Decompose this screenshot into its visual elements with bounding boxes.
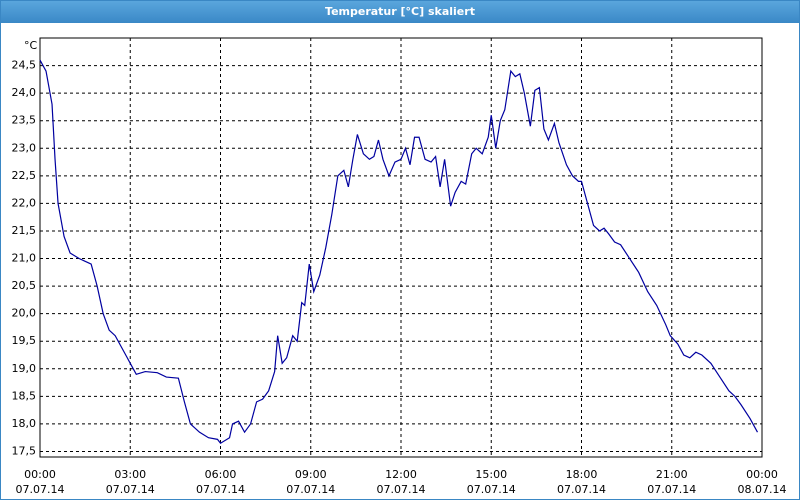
x-tick-date: 07.07.14 [286,483,335,496]
x-tick-label: 21:00 [656,468,688,481]
x-tick-date: 08.07.14 [738,483,787,496]
x-tick-date: 07.07.14 [467,483,516,496]
y-tick-label: 22,0 [12,196,37,209]
y-tick-label: 24,0 [12,86,37,99]
x-tick-label: 09:00 [295,468,327,481]
y-tick-label: 21,0 [12,252,37,265]
temperature-line [39,59,759,445]
y-tick-label: 22,5 [12,169,37,182]
y-tick-label: 20,0 [12,307,37,320]
x-tick-date: 07.07.14 [647,483,696,496]
title-bar: Temperatur [°C] skaliert [1,1,799,23]
x-tick-label: 18:00 [566,468,598,481]
y-tick-label: 18,0 [12,417,37,430]
y-tick-label: 19,0 [12,362,37,375]
x-tick-label: 06:00 [205,468,237,481]
x-tick-date: 07.07.14 [196,483,245,496]
x-tick-label: 03:00 [114,468,146,481]
y-tick-label: 18,5 [12,389,37,402]
y-tick-label: 24,5 [12,59,37,72]
x-tick-date: 07.07.14 [557,483,606,496]
y-tick-label: 23,5 [12,114,37,127]
x-tick-date: 07.07.14 [377,483,426,496]
x-tick-date: 07.07.14 [106,483,155,496]
y-tick-label: 17,5 [12,444,37,457]
x-tick-date: 07.07.14 [16,483,65,496]
y-tick-label: 21,5 [12,224,37,237]
y-tick-label: 20,5 [12,279,37,292]
y-tick-label: 19,5 [12,334,37,347]
x-tick-label: 00:00 [24,468,56,481]
x-tick-label: 00:00 [746,468,778,481]
x-tick-label: 15:00 [475,468,507,481]
plot-frame [39,37,763,458]
x-tick-label: 12:00 [385,468,417,481]
y-tick-label: 23,0 [12,141,37,154]
y-axis-label: °C [24,39,38,52]
